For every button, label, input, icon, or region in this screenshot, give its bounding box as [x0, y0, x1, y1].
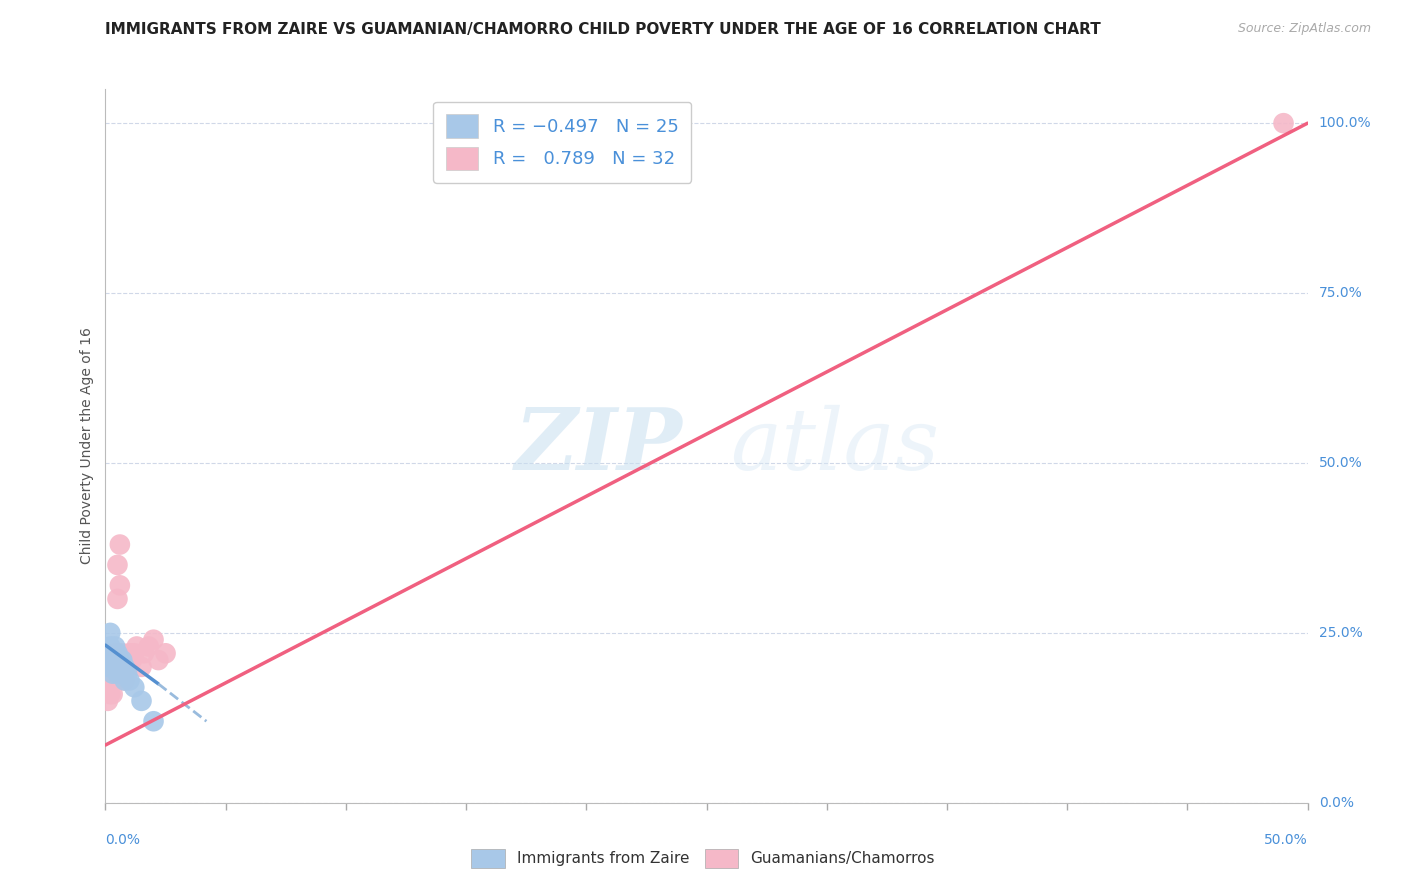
Point: [124, 680, 146, 694]
Point: [115, 666, 138, 681]
Point: [101, 666, 124, 681]
Text: atlas: atlas: [731, 405, 939, 487]
Point: [107, 666, 129, 681]
Point: [104, 646, 127, 660]
Point: [114, 653, 136, 667]
Point: [142, 632, 165, 647]
Point: [114, 673, 136, 688]
Text: 50.0%: 50.0%: [1319, 456, 1362, 470]
Point: [108, 660, 131, 674]
Point: [118, 646, 141, 660]
Point: [107, 660, 129, 674]
Point: [104, 660, 127, 674]
Point: [107, 646, 129, 660]
Legend: Immigrants from Zaire, Guamanians/Chamorros: Immigrants from Zaire, Guamanians/Chamor…: [465, 843, 941, 873]
Point: [104, 640, 127, 654]
Point: [98, 653, 121, 667]
Point: [132, 646, 155, 660]
Point: [124, 646, 146, 660]
Point: [115, 660, 138, 674]
Point: [108, 660, 131, 674]
Point: [98, 673, 121, 688]
Point: [97, 694, 120, 708]
Point: [101, 673, 124, 688]
Point: [104, 660, 127, 674]
Text: 0.0%: 0.0%: [1319, 796, 1354, 810]
Text: IMMIGRANTS FROM ZAIRE VS GUAMANIAN/CHAMORRO CHILD POVERTY UNDER THE AGE OF 16 CO: IMMIGRANTS FROM ZAIRE VS GUAMANIAN/CHAMO…: [105, 22, 1101, 37]
Point: [138, 640, 160, 654]
Point: [101, 646, 124, 660]
Point: [101, 687, 124, 701]
Text: 0.0%: 0.0%: [105, 833, 141, 847]
Point: [97, 680, 120, 694]
Point: [98, 640, 121, 654]
Point: [107, 558, 129, 572]
Text: 75.0%: 75.0%: [1319, 286, 1362, 300]
Text: 50.0%: 50.0%: [1264, 833, 1308, 847]
Point: [108, 537, 131, 551]
Point: [98, 626, 121, 640]
Point: [111, 646, 134, 660]
Text: 100.0%: 100.0%: [1319, 116, 1371, 130]
Point: [97, 646, 120, 660]
Point: [131, 660, 153, 674]
Text: Source: ZipAtlas.com: Source: ZipAtlas.com: [1237, 22, 1371, 36]
Point: [101, 660, 124, 674]
Text: 25.0%: 25.0%: [1319, 626, 1362, 640]
Point: [125, 640, 148, 654]
Point: [114, 660, 136, 674]
Point: [155, 646, 177, 660]
Point: [1272, 116, 1295, 130]
Point: [108, 578, 131, 592]
Point: [114, 673, 136, 688]
Legend: R = −0.497   N = 25, R =   0.789   N = 32: R = −0.497 N = 25, R = 0.789 N = 32: [433, 102, 692, 183]
Point: [107, 591, 129, 606]
Point: [131, 694, 153, 708]
Point: [121, 653, 143, 667]
Point: [111, 653, 134, 667]
Y-axis label: Child Poverty Under the Age of 16: Child Poverty Under the Age of 16: [80, 327, 94, 565]
Point: [104, 673, 127, 688]
Point: [108, 653, 131, 667]
Point: [118, 673, 141, 688]
Point: [98, 687, 121, 701]
Point: [142, 714, 165, 729]
Point: [97, 660, 120, 674]
Point: [101, 660, 124, 674]
Point: [111, 666, 134, 681]
Point: [104, 653, 127, 667]
Point: [111, 666, 134, 681]
Point: [107, 646, 129, 660]
Text: ZIP: ZIP: [515, 404, 682, 488]
Point: [148, 653, 170, 667]
